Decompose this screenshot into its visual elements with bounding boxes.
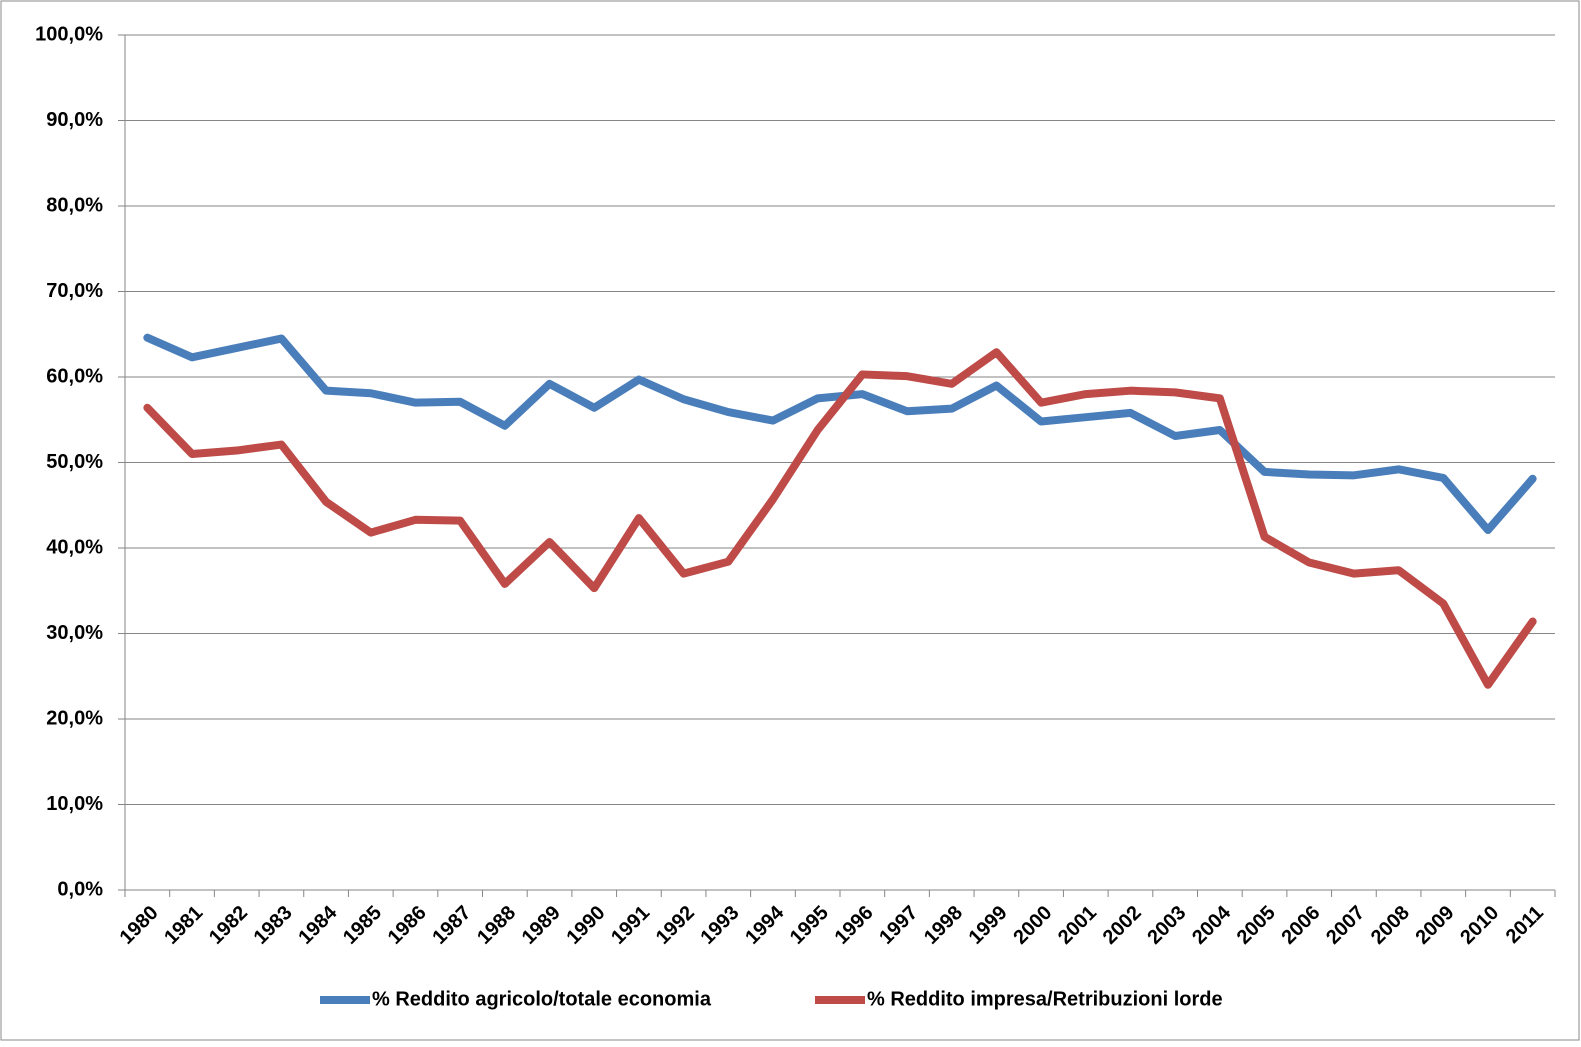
y-tick-label: 20,0% [46, 707, 103, 729]
y-tick-label: 30,0% [46, 622, 103, 644]
series-line [143, 348, 1537, 689]
y-tick-label: 0,0% [57, 878, 103, 900]
y-tick-label: 70,0% [46, 280, 103, 302]
legend-label: % Reddito impresa/Retribuzioni lorde [867, 988, 1223, 1010]
y-tick-label: 60,0% [46, 365, 103, 387]
legend-label: % Reddito agricolo/totale economia [372, 988, 712, 1010]
y-tick-label: 50,0% [46, 451, 103, 473]
y-tick-label: 100,0% [35, 23, 103, 45]
y-tick-label: 10,0% [46, 793, 103, 815]
y-tick-label: 90,0% [46, 109, 103, 131]
y-tick-label: 80,0% [46, 194, 103, 216]
y-tick-label: 40,0% [46, 536, 103, 558]
